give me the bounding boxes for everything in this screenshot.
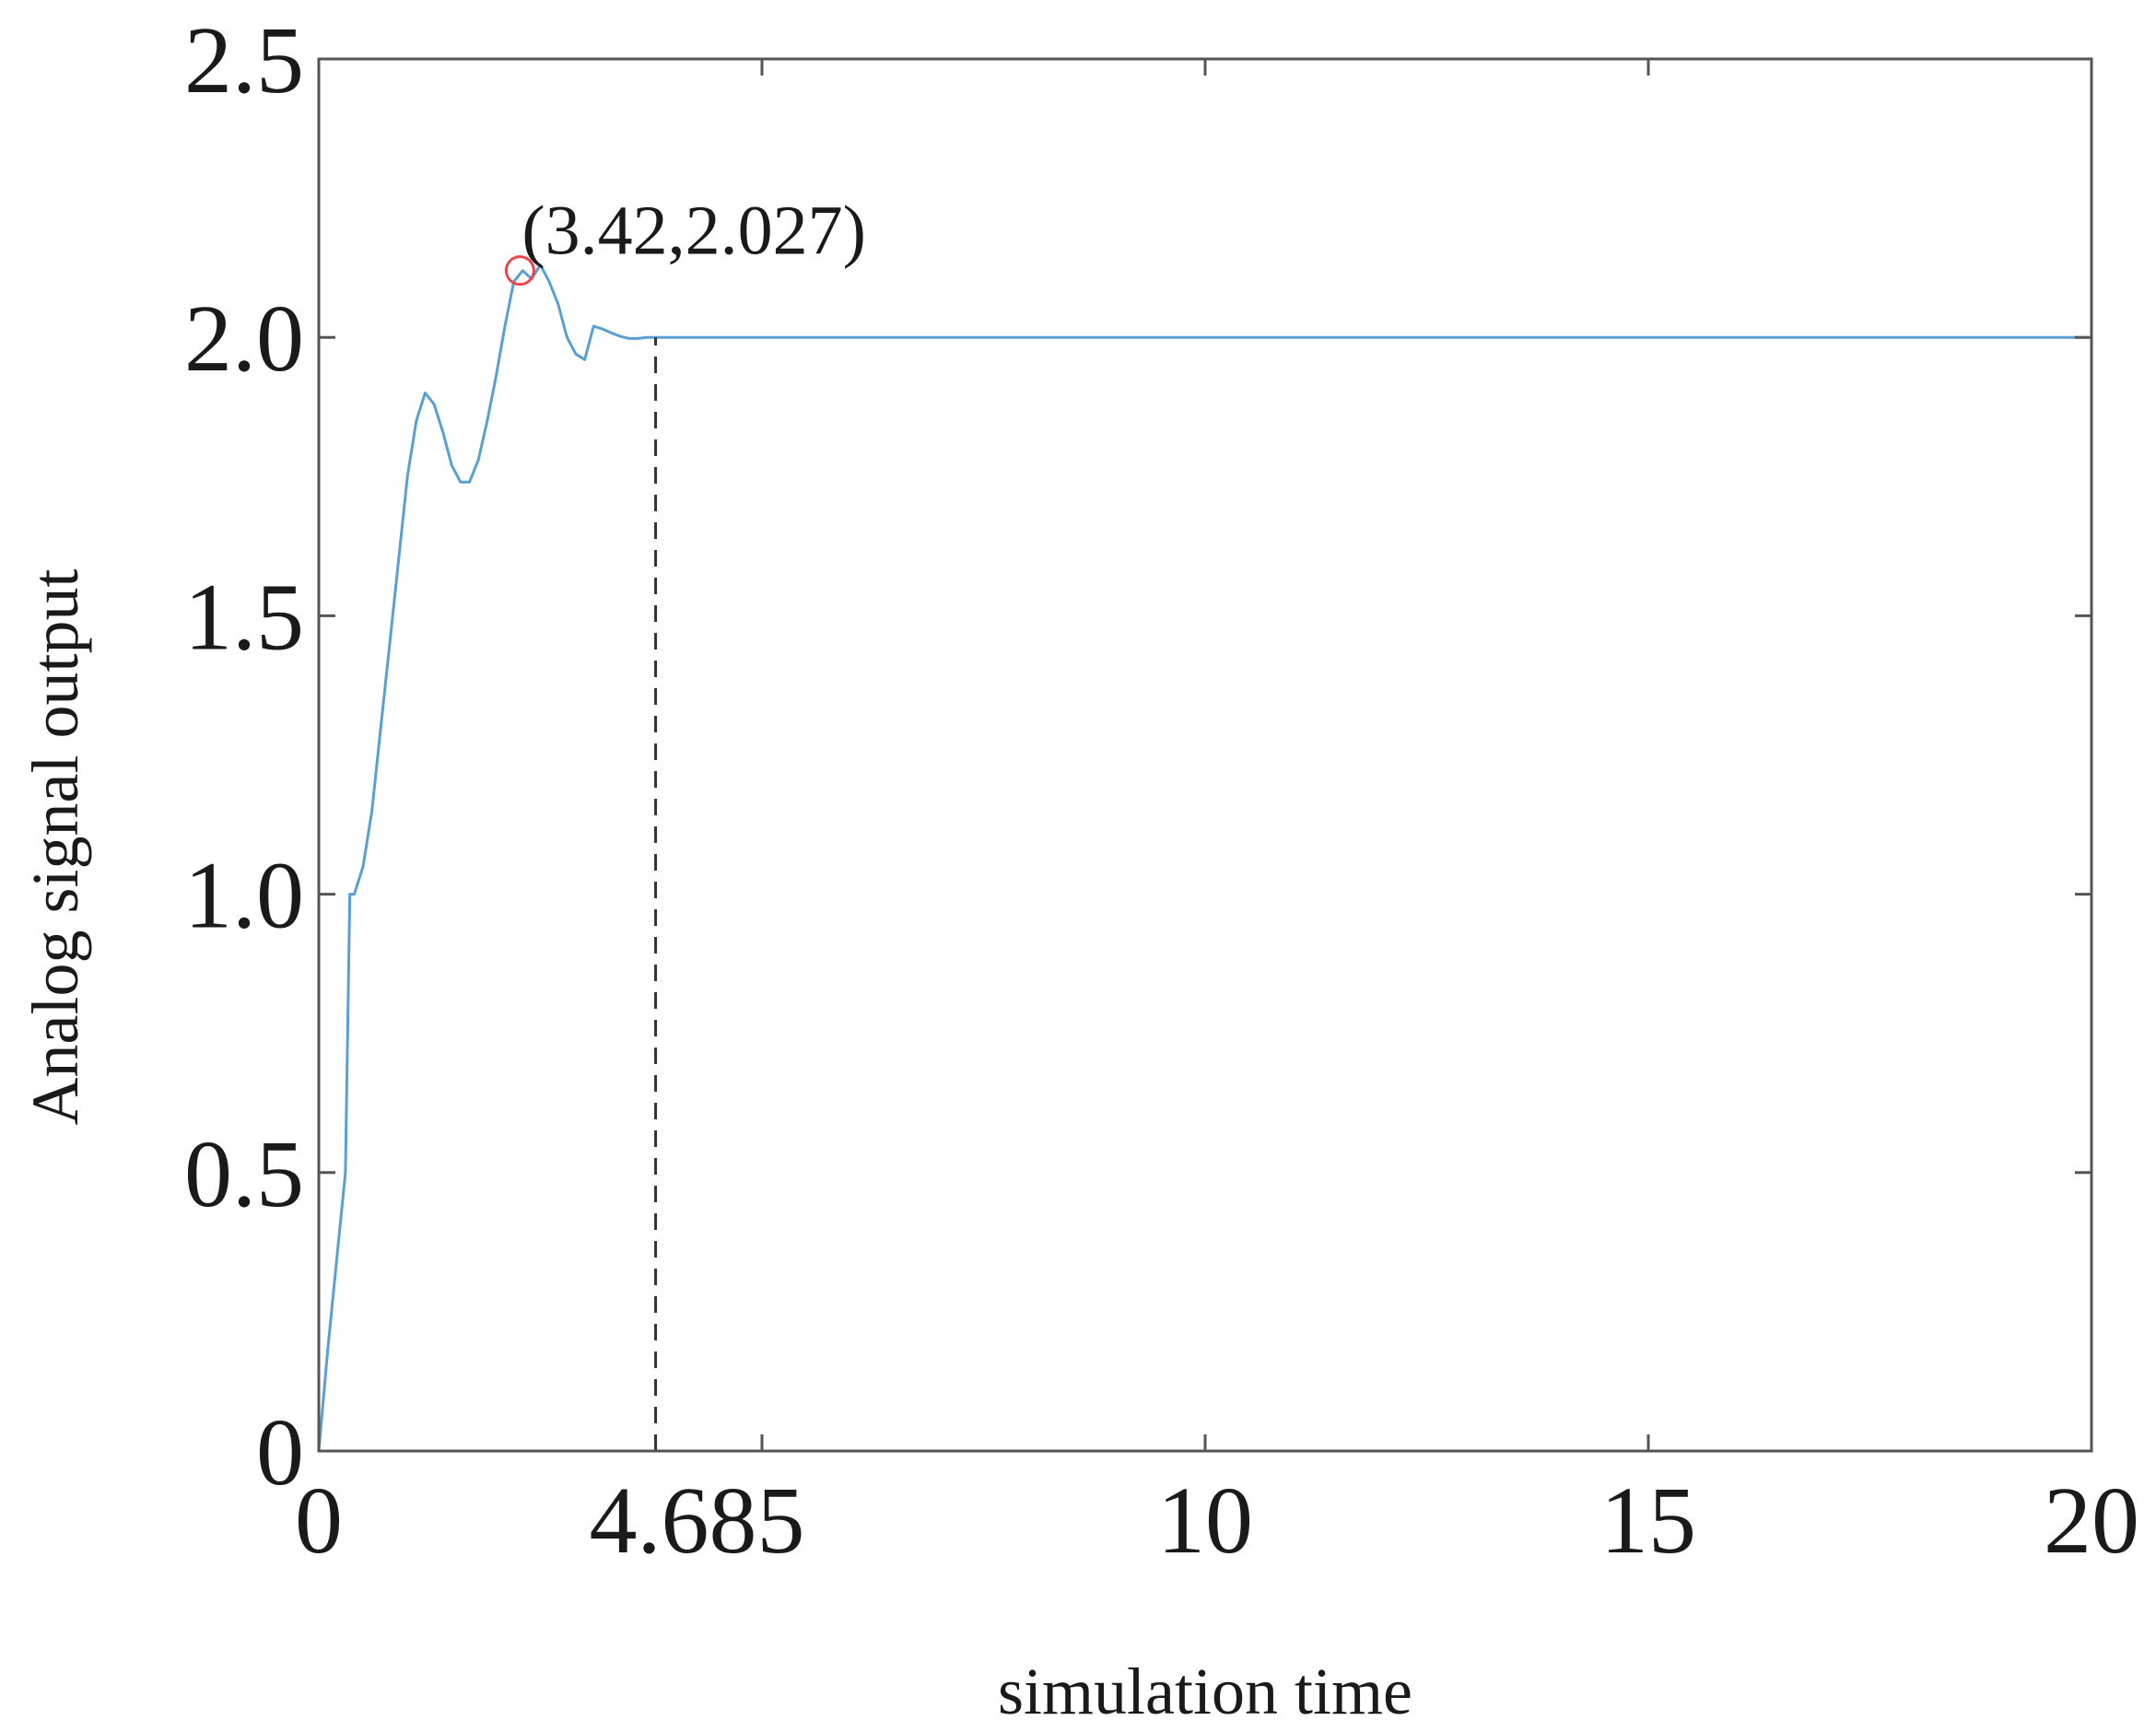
x-tick-label: 0 (295, 1468, 343, 1574)
ticks-layer: 0 0.5 1.0 1.5 2.0 2.5 0 4.685 10 15 20 (184, 7, 2139, 1574)
y-tick-label: 0 (256, 1399, 304, 1505)
peak-annotation-label: (3.42,2.027) (521, 193, 866, 270)
y-tick-label: 2.0 (184, 286, 304, 392)
x-tick-label: 10 (1157, 1468, 1253, 1574)
y-tick-label: 1.0 (184, 843, 304, 949)
series-line-0 (317, 263, 2092, 1452)
y-tick-label: 2.5 (184, 7, 304, 113)
annotations-layer (504, 255, 658, 1451)
series-layer (317, 263, 2092, 1452)
y-tick-label: 0.5 (184, 1121, 304, 1227)
y-axis-label: Analog signal output (18, 569, 92, 1126)
peak-marker (504, 255, 535, 287)
x-axis-label: simulation time (998, 1655, 1412, 1728)
x-tick-label: 4.685 (590, 1468, 805, 1574)
x-tick-label: 15 (1600, 1468, 1696, 1574)
y-tick-label: 1.5 (184, 564, 304, 670)
x-tick-label: 20 (2044, 1468, 2139, 1574)
